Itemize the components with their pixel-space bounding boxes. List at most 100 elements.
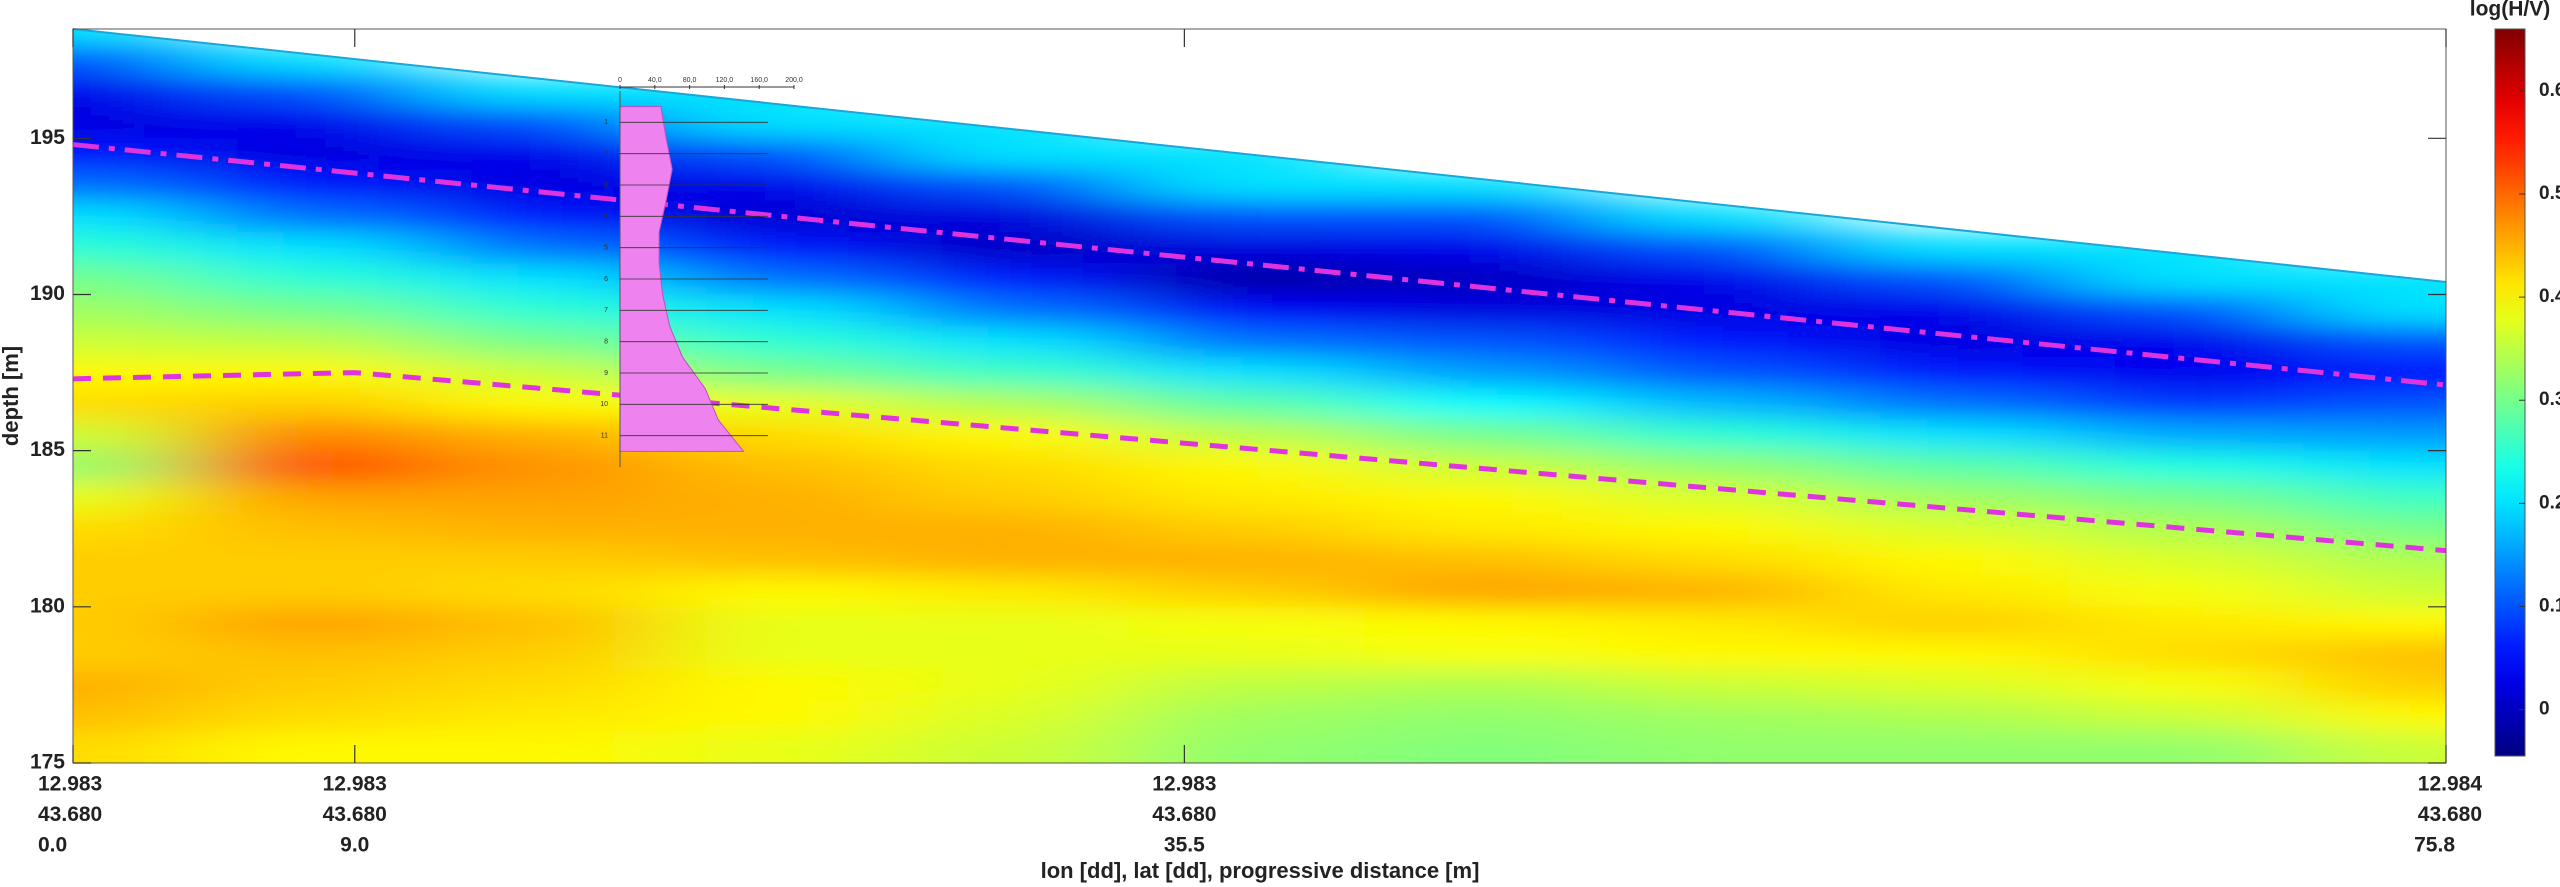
inset-tick-label: 11 <box>601 433 608 440</box>
x-tick-label: 35.5 <box>1164 834 1205 857</box>
contour-cell <box>894 138 1131 171</box>
contour-cell <box>1364 356 1601 390</box>
contour-cell <box>1364 481 1601 515</box>
contour-cell <box>659 575 896 608</box>
contour-cell <box>894 731 1131 763</box>
x-tick-label: 75.8 <box>2414 834 2455 857</box>
contour-cell <box>1833 388 2070 421</box>
contour-cell <box>190 263 427 296</box>
contour-cell <box>1364 388 1601 421</box>
contour-cell <box>73 44 192 77</box>
contour-cell <box>894 450 1131 483</box>
contour-cell <box>659 638 896 671</box>
contour-cell <box>425 481 661 515</box>
contour-cell <box>73 513 192 546</box>
contour-cell <box>894 638 1131 671</box>
contour-cell <box>659 169 896 202</box>
contour-cell <box>1129 294 1366 327</box>
contour-cell <box>1833 450 2070 483</box>
contour-cell <box>73 294 192 327</box>
contour-cell <box>73 169 192 202</box>
contour-cell <box>73 544 192 577</box>
contour-cell <box>73 263 192 296</box>
contour-cell <box>73 575 192 608</box>
contour-cell <box>73 232 192 265</box>
contour-cell <box>425 450 661 483</box>
contour-cell <box>1599 544 1835 577</box>
contour-cell <box>1129 388 1366 421</box>
contour-cell <box>1599 200 1835 234</box>
contour-cell <box>1833 325 2070 358</box>
colorbar-tick-label: 0 <box>2539 699 2550 720</box>
contour-cell <box>659 700 896 733</box>
inset-tick-label: 120,0 <box>716 77 734 84</box>
inset-tick-label: 80,0 <box>683 77 697 84</box>
contour-cell <box>2303 606 2446 640</box>
contour-cell <box>1833 638 2070 671</box>
x-tick-label: 9.0 <box>340 834 369 857</box>
contour-cell <box>2068 388 2305 421</box>
contour-cell <box>73 638 192 671</box>
contour-cell <box>1599 638 1835 671</box>
x-tick-label: 43.680 <box>2418 803 2482 826</box>
contour-cell <box>1129 575 1366 608</box>
contour-cell <box>2303 388 2446 421</box>
contour-cell <box>1364 731 1601 763</box>
x-tick-label: 12.984 <box>2418 773 2483 796</box>
contour-cell <box>894 356 1131 390</box>
contour-cell <box>1129 669 1366 702</box>
inset-tick-label: 10 <box>600 401 608 408</box>
contour-cell <box>425 669 661 702</box>
contour-cell <box>73 669 192 702</box>
interface-line <box>72 370 2447 554</box>
contour-cell <box>1364 232 1601 265</box>
contour-cell <box>894 200 1131 234</box>
contour-cell <box>190 575 427 608</box>
contour-cell <box>2068 450 2305 483</box>
contour-cell <box>190 450 427 483</box>
contour-cell <box>425 731 661 763</box>
contour-cell <box>190 481 427 515</box>
contour-cell <box>2303 731 2446 763</box>
contour-cell <box>894 107 1131 140</box>
contour-cell <box>1129 325 1366 358</box>
contour-cell <box>659 606 896 640</box>
y-tick-label: 180 <box>30 594 65 617</box>
contour-cell <box>425 544 661 577</box>
inset-tick-label: 9 <box>604 370 608 377</box>
y-tick-label: 185 <box>30 438 65 461</box>
inset-tick-label: 200,0 <box>785 77 803 84</box>
contour-cell <box>1833 263 2070 296</box>
contour-cell <box>659 544 896 577</box>
contour-cell <box>425 700 661 733</box>
contour-cell <box>1364 200 1601 234</box>
contour-cell <box>1599 419 1835 452</box>
contour-cell <box>2068 638 2305 671</box>
contour-cell <box>190 638 427 671</box>
contour-cell <box>73 700 192 733</box>
contour-cell <box>2303 700 2446 733</box>
contour-cell <box>1833 669 2070 702</box>
contour-cell <box>1364 606 1601 640</box>
contour-cell <box>73 75 192 109</box>
contour-cell <box>2068 575 2305 608</box>
contour-cell <box>2068 700 2305 733</box>
contour-cell <box>894 263 1131 296</box>
overlay: 0 40,0 80,0 120,0 160,0 200,0 1 2 3 4 5 6 7 8 9 10 11 175… <box>30 28 2560 857</box>
contour-cell <box>1129 263 1366 296</box>
inset-tick-label: 5 <box>604 245 608 252</box>
contour-cell <box>1129 638 1366 671</box>
contour-cell <box>1599 263 1835 296</box>
contour-cell <box>1129 356 1366 390</box>
contour-cell <box>659 138 896 171</box>
colorbar <box>2494 28 2526 757</box>
plot-frame <box>72 28 2447 764</box>
contour-cell <box>73 481 192 515</box>
contour-cell <box>894 294 1131 327</box>
contour-cell <box>894 606 1131 640</box>
contour-cell <box>659 481 896 515</box>
x-tick-label: 12.983 <box>1152 773 1216 796</box>
contour-cell <box>190 138 427 171</box>
contour-cell <box>659 107 896 140</box>
